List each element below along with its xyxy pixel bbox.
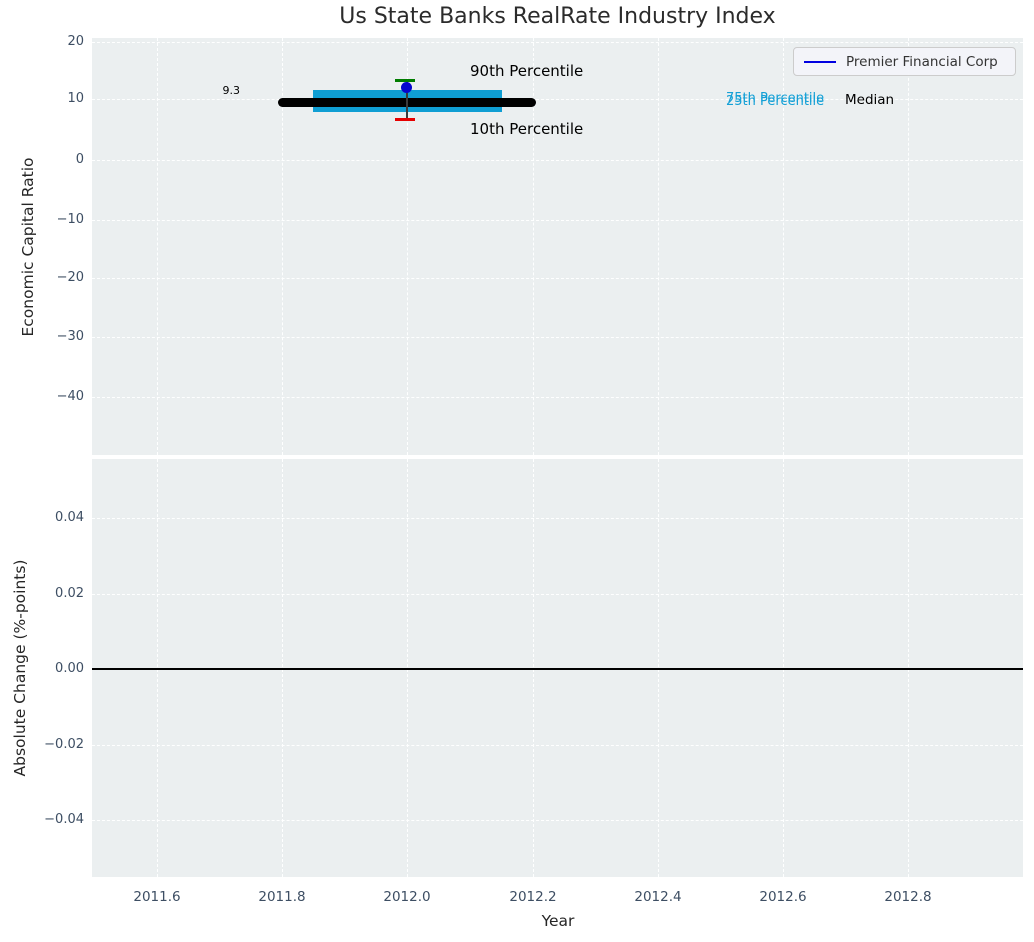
gridline <box>92 42 1023 43</box>
bottom-y-axis-label: Absolute Change (%-points) <box>11 559 29 777</box>
gridline <box>157 38 158 455</box>
x-tick: 2012.0 <box>383 889 431 905</box>
y-tick: 10 <box>67 91 84 106</box>
gridline <box>407 38 408 455</box>
y-tick: 0.04 <box>55 510 84 525</box>
gridline <box>282 38 283 455</box>
y-tick: 0.02 <box>55 586 84 601</box>
gridline <box>658 38 659 455</box>
gridline <box>92 160 1023 161</box>
x-tick: 2012.8 <box>884 889 932 905</box>
y-tick: −0.02 <box>44 737 84 752</box>
zero-reference-line <box>92 668 1023 670</box>
gridline <box>533 38 534 455</box>
legend-label: Premier Financial Corp <box>846 53 998 70</box>
p90-marker <box>395 79 415 82</box>
p10-marker <box>395 118 415 121</box>
legend: Premier Financial Corp <box>793 47 1016 76</box>
p10-label: 10th Percentile <box>470 120 584 138</box>
gridline <box>92 278 1023 279</box>
x-tick: 2012.4 <box>634 889 682 905</box>
p90-label: 90th Percentile <box>470 62 584 80</box>
gridline <box>92 820 1023 821</box>
y-tick: −0.04 <box>44 812 84 827</box>
company-data-point <box>401 82 412 93</box>
bottom-plot-area <box>92 459 1023 877</box>
median-text-label: Median <box>845 92 895 108</box>
p25-label: 25th Percentile <box>726 94 825 109</box>
y-tick: 20 <box>67 34 84 49</box>
x-tick: 2012.6 <box>759 889 807 905</box>
y-tick: −30 <box>56 329 84 344</box>
y-tick: −40 <box>56 389 84 404</box>
gridline <box>92 220 1023 221</box>
y-tick: −10 <box>56 212 84 227</box>
y-tick: 0 <box>75 152 84 167</box>
gridline <box>908 38 909 455</box>
p75-label: 75th Percentile <box>726 91 825 106</box>
y-tick: 0.00 <box>55 661 84 676</box>
median-value-label: 9.3 <box>222 84 241 97</box>
y-tick: −20 <box>56 270 84 285</box>
gridline <box>92 594 1023 595</box>
top-y-axis-label: Economic Capital Ratio <box>19 157 37 337</box>
gridline <box>92 397 1023 398</box>
gridline <box>92 518 1023 519</box>
x-tick: 2011.8 <box>258 889 306 905</box>
top-plot-area: 9.3 90th Percentile 10th Percentile 75th… <box>92 38 1023 455</box>
x-tick: 2012.2 <box>509 889 557 905</box>
whisker-line <box>406 81 408 120</box>
gridline <box>92 745 1023 746</box>
gridline <box>92 99 1023 100</box>
x-axis-label: Year <box>541 912 575 930</box>
gridline <box>92 337 1023 338</box>
legend-line-sample <box>804 60 836 63</box>
chart-title: Us State Banks RealRate Industry Index <box>339 4 776 29</box>
x-tick: 2011.6 <box>133 889 181 905</box>
gridline <box>783 38 784 455</box>
